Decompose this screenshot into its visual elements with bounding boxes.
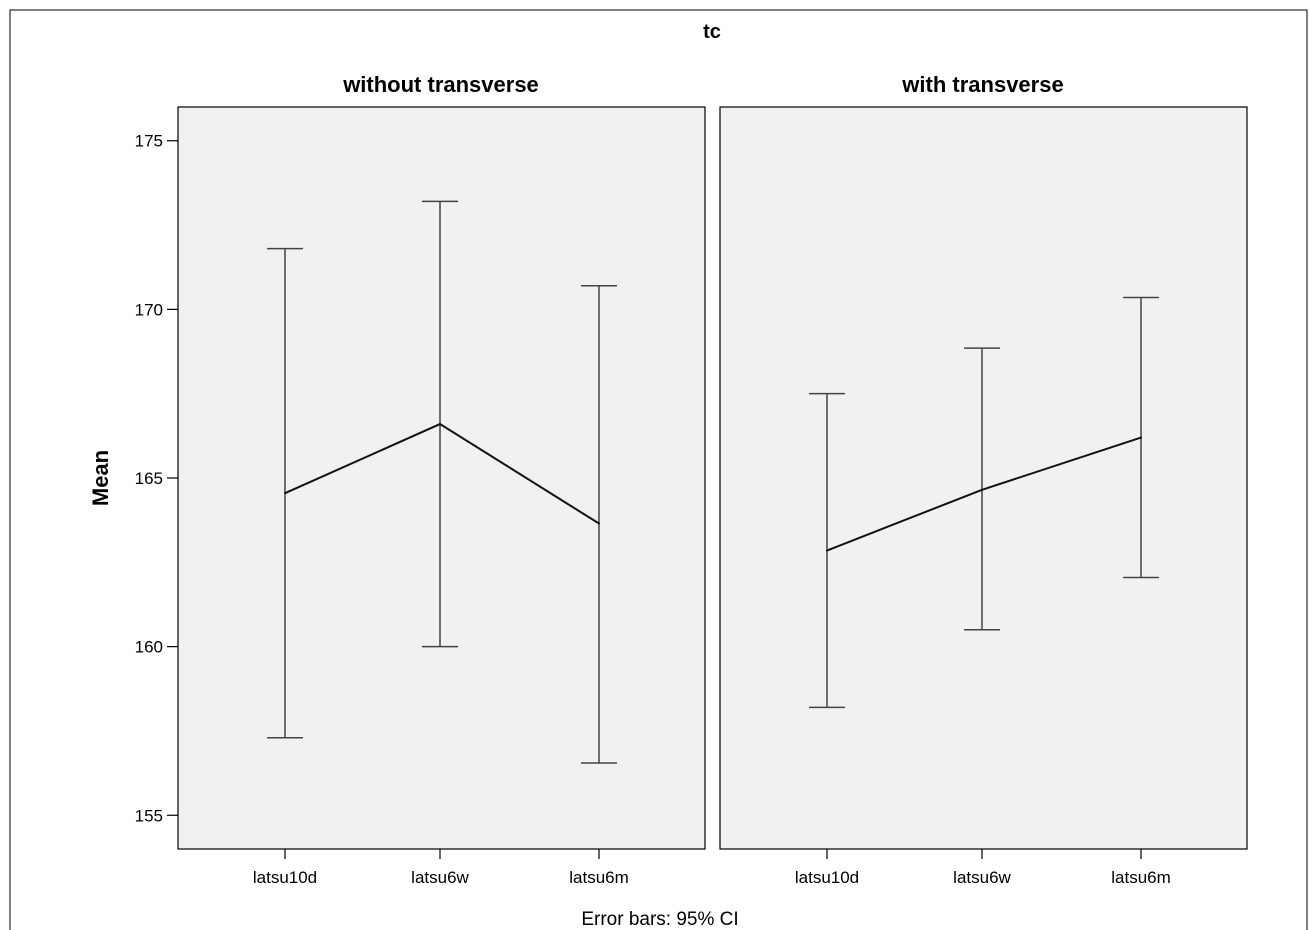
panel-title-left: without transverse [342, 72, 539, 97]
panel-without-transverse: without transverse latsu10d latsu6w latsu6… [177, 72, 706, 887]
x-tick-label-latsu10d: latsu10d [795, 868, 859, 887]
y-tick-label: 160 [135, 638, 163, 657]
panel-right-marks: latsu10d latsu6w latsu6m [795, 296, 1171, 887]
figure-border [9, 9, 1308, 930]
y-axis-label: Mean [88, 450, 113, 506]
panel-title-right: with transverse [901, 72, 1063, 97]
x-tick-label-latsu6w: latsu6w [411, 868, 469, 887]
plot-area-right [719, 106, 1248, 850]
x-tick-label-latsu6m: latsu6m [569, 868, 629, 887]
y-tick-label: 170 [135, 300, 163, 319]
chart-title: tc [703, 21, 721, 43]
x-tick-label-latsu10d: latsu10d [253, 868, 317, 887]
y-axis: 155 160 165 170 175 [135, 132, 178, 825]
x-tick-label-latsu6w: latsu6w [953, 868, 1011, 887]
mean-point-latsu10d [826, 549, 828, 552]
panel-with-transverse: with transverse latsu10d latsu6w latsu6m [719, 72, 1248, 887]
x-tick-label-latsu6m: latsu6m [1111, 868, 1171, 887]
y-tick-label: 175 [135, 132, 163, 151]
error-bar-footnote: Error bars: 95% CI [581, 909, 738, 930]
mean-point-latsu10d [284, 492, 286, 495]
mean-point-latsu6w [439, 423, 441, 426]
panel-left-marks: latsu10d latsu6w latsu6m [253, 200, 629, 887]
mean-point-latsu6m [598, 522, 600, 525]
mean-point-latsu6w [981, 488, 983, 491]
y-tick-label: 155 [135, 806, 163, 825]
plot-area-left [177, 106, 706, 850]
y-tick-label: 165 [135, 469, 163, 488]
mean-point-latsu6m [1140, 436, 1142, 439]
